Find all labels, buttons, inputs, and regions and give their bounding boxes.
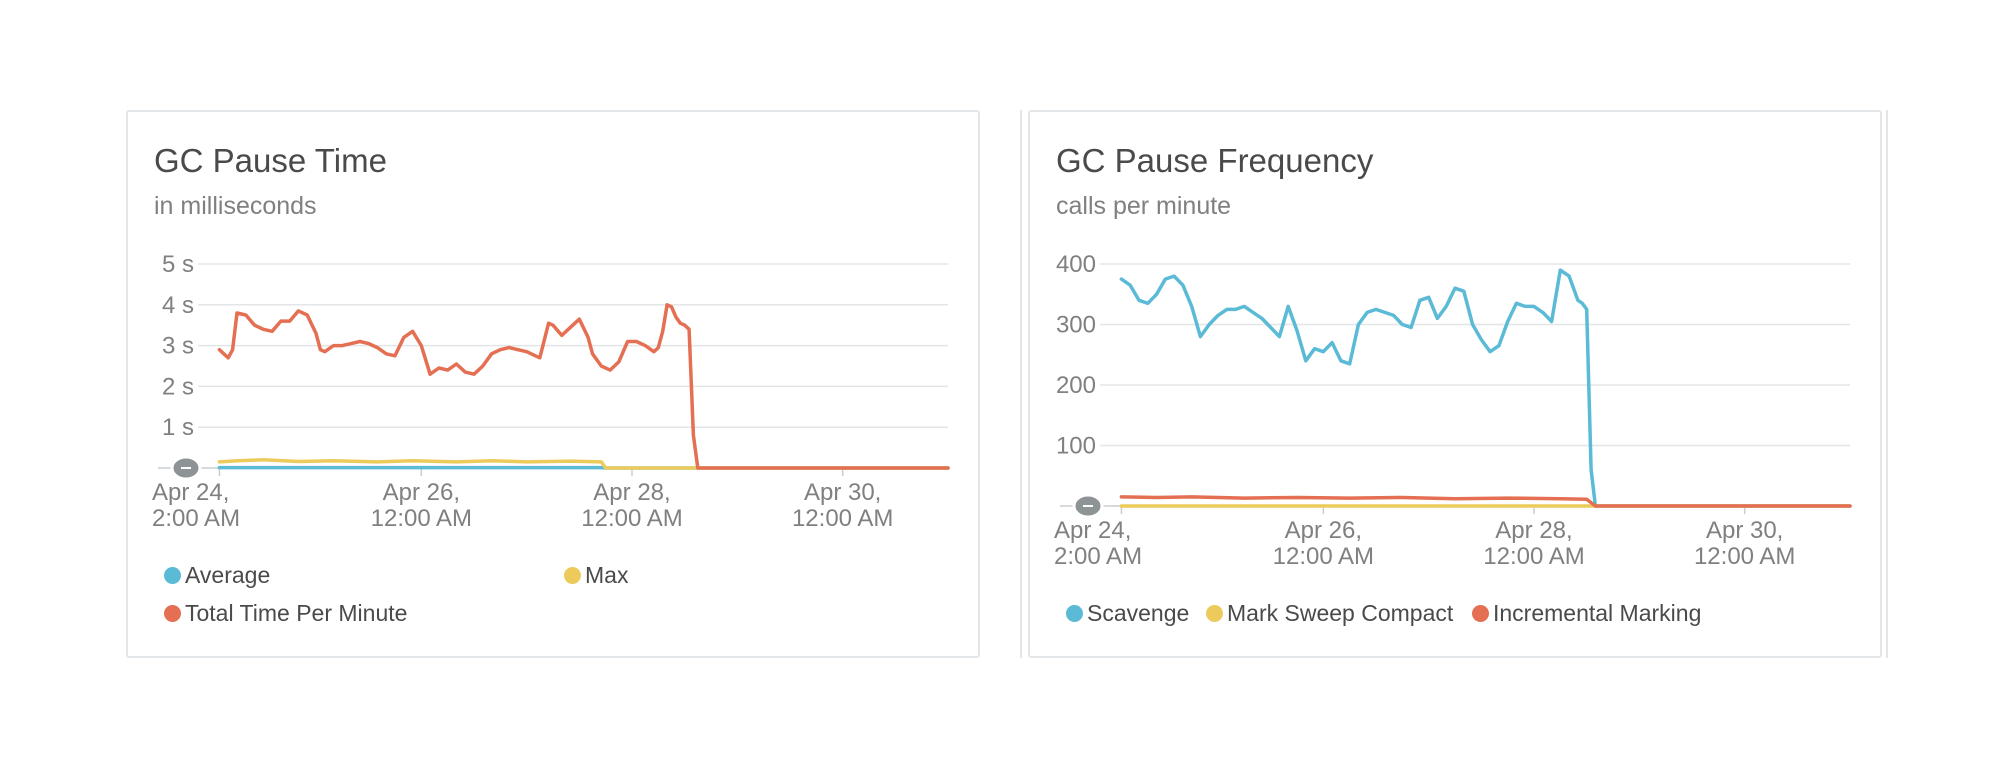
legend-label: Incremental Marking	[1493, 600, 1702, 626]
y-tick-label: 2 s	[162, 373, 194, 400]
x-tick-label: Apr 26,	[383, 479, 460, 506]
gc-pause-frequency-panel: GC Pause Frequency calls per minute 100 2…	[1028, 110, 1882, 658]
legend-item-average[interactable]: Average	[164, 562, 270, 589]
panel-divider	[1020, 110, 1022, 658]
x-tick-label: Apr 24,	[152, 479, 229, 506]
x-tick-label: Apr 30,	[1706, 517, 1783, 544]
series-line-max	[217, 458, 950, 470]
legend-item-scavenge[interactable]: Scavenge	[1066, 600, 1189, 627]
gc-pause-time-panel: GC Pause Time in milliseconds 1 s 2 s 3 s 4…	[126, 110, 980, 658]
legend-item-mark-sweep-compact[interactable]: Mark Sweep Compact	[1206, 600, 1453, 627]
legend-dot-max	[564, 567, 581, 584]
legend-label: Mark Sweep Compact	[1227, 600, 1454, 626]
x-tick-label: 12:00 AM	[792, 505, 893, 532]
panel-title: GC Pause Frequency	[1056, 142, 1374, 179]
legend-item-total-time-per-minute[interactable]: Total Time Per Minute	[164, 600, 407, 627]
x-tick-label: Apr 28,	[593, 479, 670, 506]
y-tick-label: 3 s	[162, 333, 194, 360]
series-line-total-time-per-minute	[217, 303, 950, 470]
panel-right-edge	[1886, 110, 1888, 658]
legend-item-incremental-marking[interactable]: Incremental Marking	[1472, 600, 1701, 627]
panel-subtitle: calls per minute	[1056, 192, 1232, 220]
y-tick-label: 400	[1056, 251, 1096, 278]
x-tick-label: 12:00 AM	[1273, 543, 1374, 570]
panel-subtitle: in milliseconds	[154, 192, 317, 220]
x-tick-label: 12:00 AM	[1694, 543, 1795, 570]
legend-label: Max	[585, 562, 629, 588]
x-tick-label: Apr 28,	[1495, 517, 1572, 544]
x-tick-label: Apr 24,	[1054, 517, 1131, 544]
y-tick-label: 4 s	[162, 292, 194, 319]
x-tick-label: 12:00 AM	[581, 505, 682, 532]
legend-label: Total Time Per Minute	[185, 600, 408, 626]
x-tick-label: 2:00 AM	[152, 505, 240, 532]
legend-dot-mark-sweep-compact	[1206, 605, 1223, 622]
x-tick-label: 12:00 AM	[371, 505, 472, 532]
legend-dot-total-time	[164, 605, 181, 622]
series-line-incremental-marking	[1119, 495, 1852, 508]
x-tick-label: Apr 30,	[804, 479, 881, 506]
legend-label: Average	[185, 562, 271, 588]
x-tick-label: Apr 26,	[1285, 517, 1362, 544]
legend-label: Scavenge	[1087, 600, 1190, 626]
y-tick-label: 100	[1056, 433, 1096, 460]
panel-title: GC Pause Time	[154, 142, 387, 179]
legend-dot-incremental-marking	[1472, 605, 1489, 622]
y-tick-label: 200	[1056, 372, 1096, 399]
y-tick-label: 1 s	[162, 414, 194, 441]
legend-dot-average	[164, 567, 181, 584]
legend-item-max[interactable]: Max	[564, 562, 628, 589]
x-tick-label: 2:00 AM	[1054, 543, 1142, 570]
y-tick-label: 5 s	[162, 251, 194, 278]
y-tick-label: 300	[1056, 312, 1096, 339]
legend-dot-scavenge	[1066, 605, 1083, 622]
series-line-scavenge	[1119, 268, 1852, 508]
x-tick-label: 12:00 AM	[1483, 543, 1584, 570]
